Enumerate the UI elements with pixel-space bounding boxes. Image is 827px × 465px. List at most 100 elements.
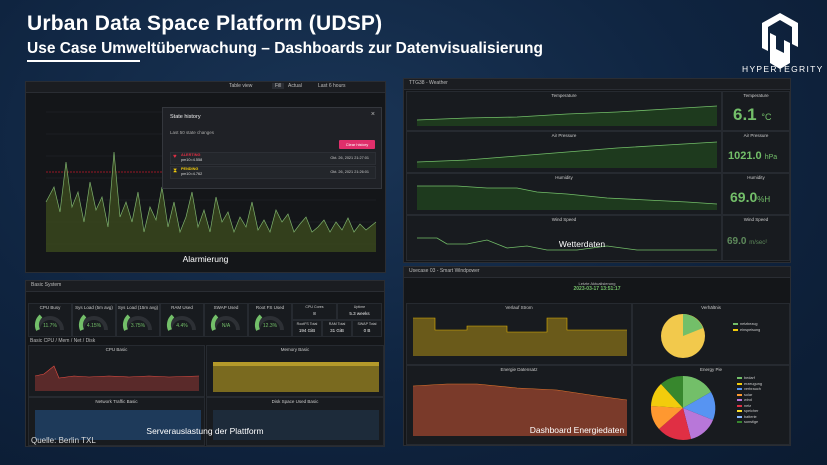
legend-swatch <box>737 399 742 401</box>
legend-label: speicher <box>744 409 759 413</box>
modal-subtitle: Last 50 state changes <box>170 130 215 135</box>
server-caption: Serverauslastung der Plattform <box>146 426 264 436</box>
chart-title: Energie Datensatz <box>500 367 538 372</box>
stat-value: 69.0%H <box>730 189 771 205</box>
server-header: Basic System <box>26 281 384 292</box>
gauge-panel: Sys Load (15m avg) 3.75% <box>116 303 160 337</box>
legend-item[interactable]: batterie <box>737 415 762 421</box>
state-label: ALERTING <box>181 153 201 157</box>
chart-title: Air Pressure <box>551 133 577 138</box>
info-value: 194 GiB <box>298 328 316 333</box>
time-range-picker[interactable]: Last 6 hours <box>318 83 346 89</box>
legend-swatch <box>737 393 742 396</box>
state-time: Okt. 26, 2021 21:27:01 <box>330 156 369 160</box>
table-view-toggle[interactable]: Table view <box>229 83 253 89</box>
info-label: RootFS Total <box>296 322 318 326</box>
legend-swatch <box>737 382 742 385</box>
network-area <box>35 410 201 440</box>
gauge-arc-icon <box>34 314 64 331</box>
legend-label: sonstige <box>744 420 759 424</box>
dashboard-title[interactable]: TTG38 - Weather <box>409 80 448 86</box>
legend-swatch <box>737 388 742 390</box>
chart-title: Energy Pie <box>699 367 722 372</box>
legend-item[interactable]: solar <box>737 393 762 399</box>
disk-area <box>213 410 379 440</box>
gauge-value: N/A <box>221 323 231 329</box>
stat-label: Wind Speed <box>743 217 769 222</box>
actual-button[interactable]: Actual <box>288 83 302 89</box>
state-label: PENDING <box>181 167 199 171</box>
gauge-panel: SWAP Used N/A <box>204 303 248 337</box>
legend-label: netz <box>744 403 752 408</box>
gauge-arc-icon <box>210 314 240 331</box>
source-note: Quelle: Berlin TXL <box>31 436 96 445</box>
last-update-label: Letzte Aktualisierung <box>578 281 616 286</box>
chart-title: Network Traffic Basic <box>95 399 138 404</box>
air-pressure-line <box>416 141 718 168</box>
legend-item[interactable]: einspeisung <box>733 328 760 334</box>
info-value: 0 B <box>363 328 371 333</box>
legend-label: einspeisung <box>740 327 761 332</box>
weather-caption: Wetterdaten <box>558 239 606 249</box>
ratio-pie <box>661 314 705 358</box>
gauge-label: CPU Busy <box>39 305 61 310</box>
gauge-value: 4.15% <box>86 323 102 329</box>
legend-label: solar <box>744 392 753 397</box>
legend-item[interactable]: sonstige <box>737 420 762 426</box>
hypertegrity-logo-icon <box>762 13 798 69</box>
info-row: CPU Cores 8 Uptime 5.3 weeks RootFS Total 194… <box>292 303 382 337</box>
chart-title: Verhältnis <box>701 305 721 310</box>
last-update-box: Letzte Aktualisierung 2023-03-17 13:51:1… <box>504 281 690 299</box>
memory-basic-chart: Memory Basic <box>206 345 384 397</box>
legend-item[interactable]: verbrauch <box>737 387 762 393</box>
legend-item[interactable]: speicher <box>737 409 762 415</box>
gauge-value: 11.7% <box>43 323 57 329</box>
state-history-modal: State history × Last 50 state changes Cl… <box>162 107 382 189</box>
legend-label: verbrauch <box>744 387 761 391</box>
wind-speed-chart: Wind Speed <box>406 215 722 261</box>
last-update-value: 2023-03-17 13:51:17 <box>573 286 621 292</box>
chart-title: Verlauf Strom <box>505 305 533 310</box>
state-value: pm10=4.558 <box>181 158 203 162</box>
dashboard-title[interactable]: Usecase 03 - Smart Windpower <box>409 268 480 274</box>
chart-title: CPU Basic <box>105 347 128 352</box>
info-value: 8 <box>313 311 316 316</box>
gauge-value: 4.4% <box>176 323 188 329</box>
alarm-toolbar: Table view Fill Actual Last 6 hours <box>26 82 385 93</box>
temperature-line <box>416 105 718 126</box>
chart-title: Humidity <box>555 175 573 180</box>
energy-dataset-area <box>412 383 628 436</box>
legend-swatch <box>737 415 742 418</box>
chart-title: Temperature <box>551 93 577 98</box>
gauge-label: SWAP Used <box>213 305 239 310</box>
state-row: ♥ ALERTING pm10=4.558 Okt. 26, 2021 21:2… <box>170 152 376 165</box>
legend-item[interactable]: erzeugung <box>737 382 762 388</box>
energy-pie-chart: Energy Pie bedarf erzeugung verbrauch solar… <box>632 365 790 445</box>
fill-button[interactable]: Fill <box>272 83 285 89</box>
energy-pie <box>650 375 716 440</box>
close-icon[interactable]: × <box>370 111 375 118</box>
legend-item[interactable]: bedarf <box>737 376 762 382</box>
wind-speed-stat: Wind Speed 69.0 m/sec² <box>722 215 790 261</box>
stat-label: Humidity <box>747 175 765 180</box>
info-stat: CPU Cores 8 <box>292 303 337 320</box>
legend-item[interactable]: netz <box>737 404 762 410</box>
info-label: RAM Total <box>328 322 346 326</box>
legend-item[interactable]: netzbezug <box>733 322 760 328</box>
gauge-value: 12.3% <box>262 323 278 329</box>
clear-history-button[interactable]: Clear history <box>339 140 375 149</box>
legend-swatch <box>737 377 742 379</box>
gauge-arc-icon <box>166 314 196 331</box>
gauge-panel: RAM Used 4.4% <box>160 303 204 337</box>
info-stat: RootFS Total 194 GiB <box>292 320 322 337</box>
chart-title: Wind Speed <box>551 217 577 222</box>
legend-item[interactable]: wind <box>737 398 762 404</box>
legend-swatch <box>737 404 742 407</box>
dashboard-title[interactable]: Basic System <box>31 282 62 288</box>
air-pressure-stat: Air Pressure 1021.0 hPa <box>722 131 790 173</box>
section-title[interactable]: Basic CPU / Mem / Net / Disk <box>30 338 96 344</box>
legend-swatch <box>737 410 742 412</box>
power-history-bars <box>413 317 627 356</box>
modal-title: State history <box>170 114 201 120</box>
slide-title: Urban Data Space Platform (UDSP) <box>27 12 383 35</box>
